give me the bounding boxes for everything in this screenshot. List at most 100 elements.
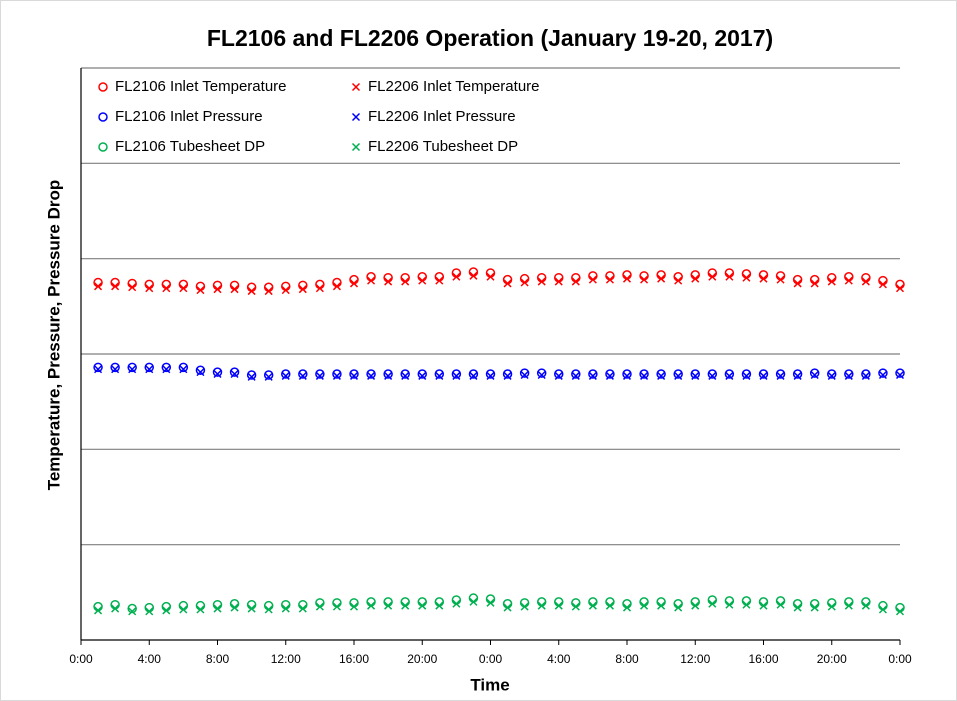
data-point	[111, 365, 120, 374]
data-point	[759, 371, 768, 380]
data-point	[827, 277, 836, 286]
data-point	[349, 279, 359, 288]
data-point	[861, 601, 870, 610]
data-point	[94, 365, 103, 374]
data-point	[520, 278, 529, 287]
data-point	[742, 371, 751, 380]
data-point	[469, 597, 478, 606]
legend-marker	[98, 82, 108, 92]
data-point	[605, 369, 615, 379]
data-point	[895, 607, 905, 616]
x-tick-label: 0:00	[69, 652, 93, 666]
data-point	[264, 372, 273, 381]
data-point	[657, 601, 666, 610]
data-point	[451, 369, 462, 379]
data-point	[708, 371, 717, 380]
data-point	[708, 272, 717, 281]
data-point	[895, 368, 905, 378]
data-point	[434, 369, 445, 379]
data-point	[435, 276, 444, 285]
data-point	[230, 603, 239, 612]
data-point	[264, 605, 273, 614]
data-point	[230, 369, 239, 379]
data-point	[435, 371, 444, 380]
data-point	[178, 362, 189, 373]
data-point	[367, 601, 376, 610]
data-point	[605, 275, 614, 284]
data-point	[298, 371, 307, 380]
data-point	[503, 279, 512, 288]
data-point	[247, 604, 256, 613]
x-tick-label: 20:00	[817, 652, 847, 666]
data-point	[417, 369, 427, 379]
data-point	[827, 369, 837, 379]
data-point	[401, 277, 410, 286]
data-point	[145, 284, 154, 293]
data-point	[418, 601, 427, 610]
data-point	[571, 277, 580, 286]
data-point	[878, 605, 887, 614]
x-tick-label: 8:00	[206, 652, 230, 666]
data-point	[246, 370, 257, 380]
data-point	[657, 371, 666, 380]
data-point	[690, 369, 700, 379]
data-point	[588, 369, 598, 379]
data-point	[486, 371, 495, 380]
data-point	[656, 369, 666, 379]
data-point	[776, 371, 785, 380]
data-point	[691, 274, 700, 283]
data-point	[742, 273, 751, 282]
data-point	[520, 370, 529, 380]
data-point	[111, 282, 120, 291]
data-point	[776, 275, 785, 284]
data-point	[622, 371, 632, 380]
data-point	[725, 371, 734, 380]
data-point	[707, 369, 718, 379]
data-point	[281, 604, 290, 613]
data-point	[486, 598, 495, 607]
data-point	[332, 602, 341, 611]
legend-label: FL2106 Tubesheet DP	[115, 138, 265, 155]
data-point	[502, 369, 513, 379]
data-point	[127, 603, 137, 614]
data-point	[588, 275, 597, 284]
data-point	[332, 371, 341, 380]
data-point	[809, 368, 820, 378]
data-point	[878, 368, 888, 378]
x-tick-label: 0:00	[888, 652, 912, 666]
data-point	[281, 369, 291, 379]
data-point	[179, 605, 188, 614]
data-point	[195, 365, 206, 375]
legend-marker	[351, 82, 361, 92]
data-point	[315, 284, 324, 293]
data-point	[571, 371, 580, 380]
data-point	[94, 282, 103, 291]
data-point	[622, 603, 632, 612]
data-point	[212, 367, 223, 377]
data-point	[571, 369, 581, 379]
data-point	[691, 601, 700, 610]
data-point	[571, 602, 580, 611]
data-point	[349, 369, 359, 379]
data-point	[469, 371, 478, 380]
data-point	[605, 601, 614, 610]
data-point	[452, 272, 461, 281]
data-point	[298, 285, 307, 294]
data-point	[537, 601, 546, 610]
data-point	[554, 369, 564, 379]
data-point	[605, 371, 614, 380]
data-point	[827, 602, 836, 611]
data-point	[127, 362, 137, 373]
data-point	[384, 601, 393, 610]
data-point	[179, 284, 188, 293]
data-point	[741, 369, 752, 379]
data-point	[792, 369, 803, 379]
data-point	[435, 601, 444, 610]
data-point	[162, 365, 171, 374]
data-point	[895, 370, 905, 380]
data-point	[776, 600, 785, 609]
data-point	[640, 275, 649, 284]
data-point	[469, 271, 478, 280]
